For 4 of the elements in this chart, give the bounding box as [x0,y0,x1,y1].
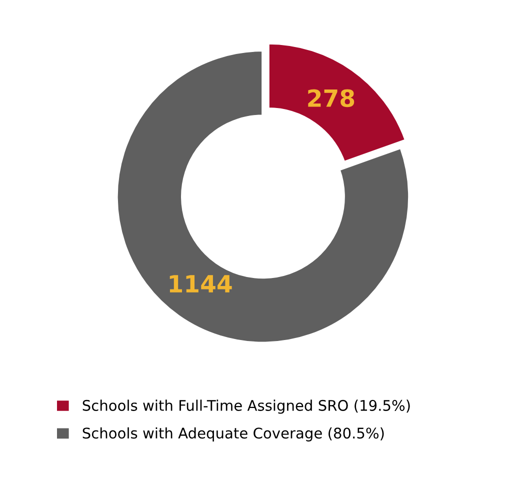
data-label: 1144 [170,275,232,292]
data-label: 278 [308,89,354,108]
legend-label: Schools with Full-Time Assigned SRO (19.5%) [82,400,410,414]
legend-label: Schools with Adequate Coverage (80.5%) [82,427,384,442]
